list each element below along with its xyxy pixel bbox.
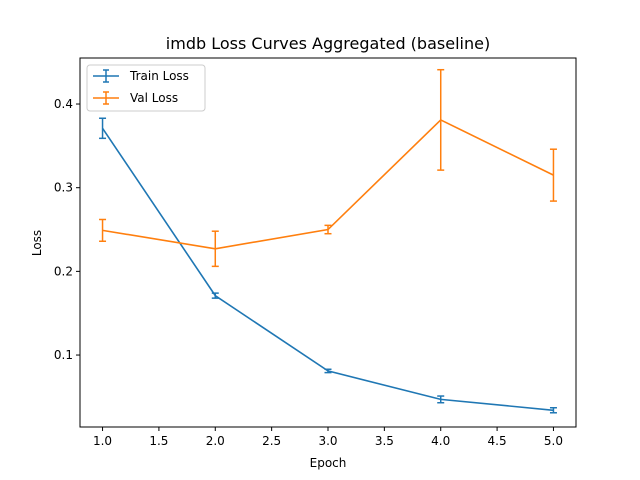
x-tick-label: 1.5 bbox=[149, 434, 168, 448]
legend-entry: Train Loss bbox=[93, 69, 189, 83]
x-tick-label: 1.0 bbox=[93, 434, 112, 448]
y-tick-label: 0.3 bbox=[54, 181, 73, 195]
legend: Train Loss Val Loss bbox=[86, 64, 206, 112]
x-tick-label: 3.0 bbox=[318, 434, 337, 448]
x-tick-label: 4.5 bbox=[488, 434, 507, 448]
y-axis-label: Loss bbox=[30, 230, 44, 256]
x-tick-label: 3.5 bbox=[375, 434, 394, 448]
series-val-loss bbox=[99, 68, 557, 268]
y-tick-label: 0.4 bbox=[54, 97, 73, 111]
plot-area bbox=[99, 68, 557, 414]
axis-ticks: 1.0 1.5 2.0 2.5 3.0 3.5 4.0 4.5 5.0 0.1 0.2 0.3 0.4 bbox=[54, 97, 563, 448]
x-tick-label: 4.0 bbox=[431, 434, 450, 448]
x-tick-label: 2.5 bbox=[262, 434, 281, 448]
y-tick-label: 0.2 bbox=[54, 264, 73, 278]
chart-title: imdb Loss Curves Aggregated (baseline) bbox=[166, 34, 490, 53]
legend-entry: Val Loss bbox=[93, 91, 178, 105]
legend-label: Train Loss bbox=[129, 69, 189, 83]
series-train-loss bbox=[99, 117, 557, 414]
x-tick-label: 2.0 bbox=[206, 434, 225, 448]
y-tick-label: 0.1 bbox=[54, 348, 73, 362]
axes-frame bbox=[79, 57, 577, 428]
legend-label: Val Loss bbox=[130, 91, 178, 105]
x-tick-label: 5.0 bbox=[544, 434, 563, 448]
x-axis-label: Epoch bbox=[310, 456, 347, 470]
